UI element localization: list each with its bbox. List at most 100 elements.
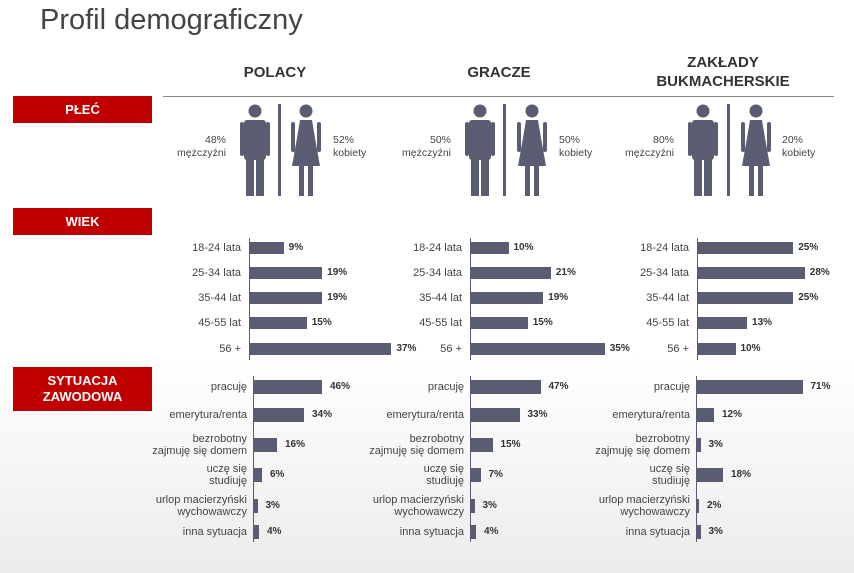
gender-male-label: 50% mężczyźni [341,134,451,160]
age-value-label: 19% [327,267,348,278]
work-category-label: inna sytuacja [103,526,247,538]
column-header-polacy: POLACY [243,64,307,81]
work-bar [470,380,541,394]
work-value-label: 2% [707,500,722,511]
section-label-work: SYTUACJA ZAWODOWA [13,367,152,411]
gender-male-value: 48% [204,134,226,146]
work-bar [253,408,304,422]
age-bar [470,343,605,355]
age-bar [249,343,392,355]
work-category-line: uczę się [423,463,464,475]
work-category-line: studiuję [652,475,690,487]
work-bar [253,499,258,513]
column-header-zaklady: ZAKŁADY BUKMACHERSKIE [656,54,790,90]
age-bar [697,343,736,355]
work-value-label: 47% [548,381,569,392]
work-axis [253,376,254,542]
work-category-line: pracuję [427,381,464,393]
work-category-label: emerytura/renta [546,409,690,421]
gender-female-text: kobiety [559,147,593,159]
work-bar [253,468,262,482]
work-bar [696,438,701,452]
work-category-line: urlop macierzyński [372,494,464,506]
work-value-label: 6% [270,469,285,480]
work-category-line: wychowawczy [177,506,247,518]
work-category-line: emerytura/renta [386,409,464,421]
age-value-label: 37% [396,343,417,354]
work-category-line: bezrobotny [635,433,690,445]
work-category-line: urlop macierzyński [155,494,247,506]
gender-separator [503,104,506,196]
work-bar [470,499,475,513]
work-category-label: pracuję [546,381,690,393]
work-category-label: inna sytuacja [546,526,690,538]
female-icon [517,104,547,201]
age-category-label: 18-24 lata [640,242,689,254]
age-value-label: 28% [809,267,830,278]
work-value-label: 3% [265,500,280,511]
age-bar [470,242,509,254]
work-axis [696,376,697,542]
gender-male-label: 48% mężczyźni [116,134,226,160]
age-category-label: 25-34 lata [640,267,689,279]
age-value-label: 15% [311,317,332,328]
age-bar [697,242,794,254]
gender-male-label: 80% mężczyźni [564,134,674,160]
section-label-work-line1: SYTUACJA [47,373,118,388]
work-value-label: 3% [482,500,497,511]
age-category-label: 18-24 lata [413,242,462,254]
age-value-label: 25% [798,292,819,303]
age-category-label: 35-44 lat [198,292,241,304]
gender-male-text: mężczyźni [624,147,674,159]
work-category-line: emerytura/renta [169,409,247,421]
age-value-label: 13% [752,317,773,328]
work-value-label: 71% [810,381,831,392]
work-category-line: urlop macierzyński [598,494,690,506]
age-category-label: 25-34 lata [192,267,241,279]
work-category-line: inna sytuacja [399,526,464,538]
age-value-label: 19% [548,292,569,303]
gender-female-value: 52% [333,134,355,146]
age-category-label: 35-44 lat [646,292,689,304]
gender-female-value: 20% [782,134,804,146]
work-value-label: 3% [708,526,723,537]
work-value-label: 12% [722,409,743,420]
gender-male-value: 80% [652,134,674,146]
page-title: Profil demograficzny [40,4,303,36]
work-value-label: 3% [708,439,723,450]
column-header-gracze: GRACZE [467,64,531,81]
section-label-age: WIEK [13,208,152,235]
work-category-label: bezrobotny zajmuję się domem [546,433,690,457]
work-category-label: uczę się studiuję [546,463,690,487]
gender-male-text: mężczyźni [401,147,451,159]
age-bar [249,317,307,329]
age-value-label: 15% [532,317,553,328]
gender-female-value: 50% [559,134,581,146]
work-category-label: urlop macierzyński wychowawczy [320,494,464,518]
gender-female-text: kobiety [782,147,816,159]
gender-female-label: 20% kobiety [782,134,815,160]
work-category-line: pracuję [210,381,247,393]
work-value-label: 16% [285,439,306,450]
age-value-label: 19% [327,292,348,303]
work-category-line: studiuję [426,475,464,487]
work-category-line: zajmuję się domem [152,445,247,457]
age-bar [470,292,544,304]
work-axis [470,376,471,542]
gender-female-label: 52% kobiety [333,134,366,160]
work-category-line: studiuję [209,475,247,487]
work-category-label: inna sytuacja [320,526,464,538]
age-value-label: 25% [798,242,819,253]
male-icon [465,104,495,201]
gender-male-value: 50% [429,134,451,146]
work-value-label: 33% [527,409,548,420]
gender-separator [727,104,730,196]
section-label-work-line2: ZAWODOWA [42,389,123,404]
work-bar [696,380,803,394]
work-category-label: urlop macierzyński wychowawczy [103,494,247,518]
work-category-label: uczę się studiuję [320,463,464,487]
age-bar [249,242,284,254]
work-bar [470,408,520,422]
work-category-line: uczę się [649,463,690,475]
age-bar [470,267,551,279]
